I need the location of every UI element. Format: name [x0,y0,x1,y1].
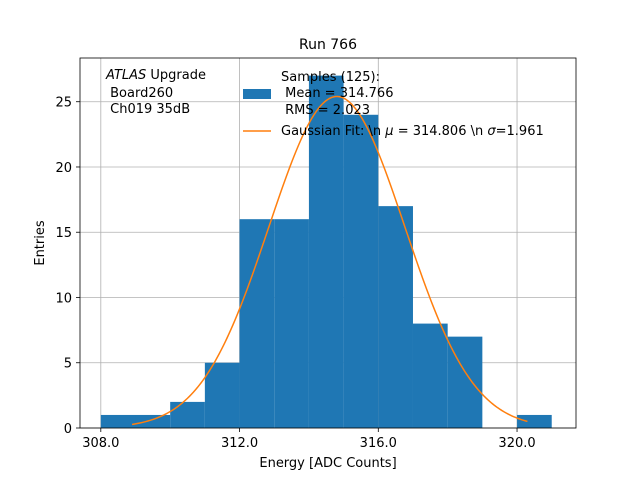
chart-title: Run 766 [299,37,357,53]
legend-fit-mu: μ [384,124,393,139]
legend: Samples (125): Mean = 314.766 RMS = 2.02… [243,70,544,139]
histogram-bar-9 [412,323,448,428]
annotation-atlas: ATLAS [105,68,146,83]
annotation-line-3: Ch019 35dB [106,102,190,117]
axes-frame [79,57,577,429]
legend-fit-prefix: Gaussian Fit: \n [281,124,385,139]
y-tick-label-3: 15 [55,226,72,241]
histogram-bar-12 [517,414,552,428]
histogram-bar-3 [204,362,240,428]
histogram-bar-2 [170,401,205,428]
x-tick-label-1: 312.0 [221,436,258,451]
y-axis-ticks: 0 5 10 15 20 25 [55,96,80,437]
histogram-bars [100,75,552,428]
histogram-bar-7 [343,114,379,428]
legend-mean-label: Mean = 314.766 [281,86,393,101]
annotation-line-1: ATLAS Upgrade [105,68,206,83]
atlas-annotation: ATLAS Upgrade Board260 Ch019 35dB [105,68,206,117]
x-tick-label-3: 320.0 [498,436,535,451]
annotation-line-2: Board260 [106,86,173,101]
x-tick-label-0: 308.0 [82,436,119,451]
y-tick-label-0: 0 [64,422,72,437]
x-axis-ticks: 308.0 312.0 316.0 320.0 [82,428,536,451]
y-axis-label: Entries [33,220,48,266]
legend-fit-label: Gaussian Fit: \n μ = 314.806 \n σ=1.961 [281,124,544,139]
gaussian-fit-line [131,95,528,426]
legend-fit-sigma: σ [487,124,496,139]
annotation-upgrade: Upgrade [146,68,206,83]
histogram-bar-6 [308,75,344,428]
x-axis-label: Energy [ADC Counts] [259,456,396,471]
histogram-bar-5 [274,219,309,428]
legend-fit-middle: = 314.806 \n [394,124,488,139]
y-tick-label-2: 10 [55,291,72,306]
legend-samples-label: Samples (125): [281,70,380,85]
legend-fit-suffix: =1.961 [496,124,544,139]
y-tick-label-1: 5 [64,357,72,372]
x-tick-label-2: 316.0 [360,436,397,451]
y-tick-label-5: 25 [55,96,72,111]
histogram-bar-0 [100,414,136,428]
histogram-bar-4 [239,219,275,428]
y-tick-label-4: 20 [55,161,72,176]
legend-rms-label: RMS = 2.023 [281,103,370,118]
legend-histogram-swatch [243,89,271,99]
histogram-bar-1 [135,414,171,428]
histogram-bar-8 [378,206,413,428]
